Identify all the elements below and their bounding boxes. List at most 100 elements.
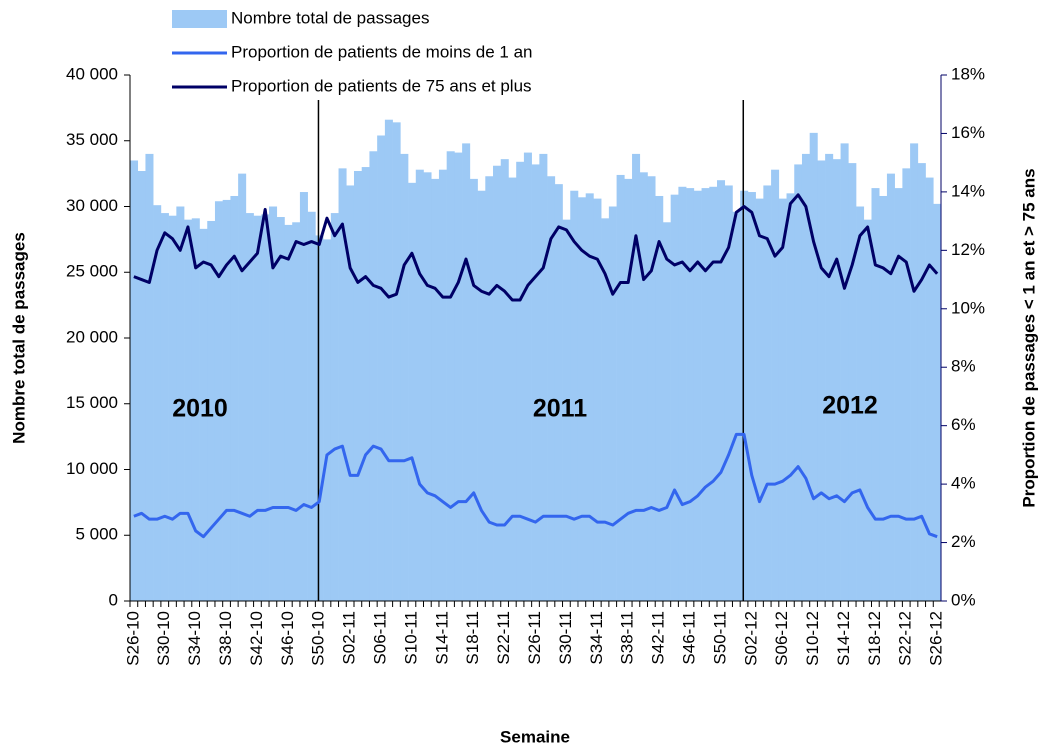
bar <box>755 198 764 602</box>
bar <box>570 190 579 601</box>
bar <box>678 186 687 601</box>
x-tick-label: S38-10 <box>216 611 235 666</box>
x-axis-title: Semaine <box>500 727 570 746</box>
legend-label: Proportion de patients de 75 ans et plus <box>231 76 532 95</box>
bar <box>307 211 316 601</box>
y2-tick-label: 6% <box>951 415 976 434</box>
bar <box>477 190 486 601</box>
bar <box>686 188 695 601</box>
bar <box>662 222 671 601</box>
x-tick-label: S34-10 <box>185 611 204 666</box>
bar <box>408 182 417 601</box>
bar <box>269 206 278 601</box>
bar <box>469 178 478 601</box>
bar <box>840 143 849 601</box>
bar <box>415 169 424 601</box>
bar <box>531 164 540 602</box>
x-tick-label: S42-11 <box>649 611 668 665</box>
legend-label: Proportion de patients de moins de 1 an <box>231 42 532 61</box>
bar <box>191 218 200 601</box>
bar <box>400 153 409 601</box>
bar <box>276 217 285 601</box>
x-tick-label: S46-10 <box>278 611 297 666</box>
bar <box>485 176 494 601</box>
bar <box>817 160 826 601</box>
x-tick-label: S14-11 <box>432 611 451 665</box>
bar <box>879 195 888 602</box>
bar <box>732 211 741 601</box>
bar <box>353 170 363 601</box>
bar <box>384 119 393 602</box>
x-tick-label: S30-11 <box>556 611 575 665</box>
bar <box>438 169 447 601</box>
bar <box>454 152 463 601</box>
y2-tick-label: 14% <box>951 181 985 200</box>
year-label: 2010 <box>172 395 228 423</box>
bar <box>547 176 556 601</box>
y-tick-label: 30 000 <box>66 196 118 215</box>
y-tick-label: 20 000 <box>66 327 118 346</box>
bar <box>523 152 532 601</box>
x-tick-label: S06-12 <box>772 611 791 666</box>
bar <box>137 170 146 601</box>
bar <box>593 198 602 602</box>
bar <box>377 135 386 602</box>
y2-tick-label: 0% <box>951 590 976 609</box>
x-tick-label: S26-10 <box>123 611 142 666</box>
bar <box>245 213 254 601</box>
bar <box>863 219 872 601</box>
y-tick-label: 35 000 <box>66 130 118 149</box>
bar <box>786 193 795 601</box>
bar <box>516 161 525 602</box>
bar <box>315 235 324 601</box>
bar <box>145 153 154 601</box>
x-tick-label: S30-10 <box>154 611 173 666</box>
bar <box>253 215 262 601</box>
bar <box>168 215 177 601</box>
legend-swatch <box>172 10 227 28</box>
bar <box>709 186 718 601</box>
y2-tick-label: 12% <box>951 240 985 259</box>
bar <box>740 190 749 601</box>
bar <box>184 219 193 601</box>
bar <box>655 195 664 602</box>
y-tick-label: 40 000 <box>66 64 118 83</box>
bar <box>176 206 185 601</box>
bar <box>670 194 679 602</box>
x-tick-label: S02-12 <box>741 611 760 666</box>
bar <box>894 188 903 601</box>
x-tick-label: S26-11 <box>525 611 544 665</box>
bar <box>431 178 440 601</box>
x-tick-label: S42-10 <box>247 611 266 666</box>
bar <box>608 206 617 601</box>
bar <box>639 172 648 601</box>
bar <box>160 213 169 601</box>
bar <box>230 195 239 602</box>
y-tick-label: 10 000 <box>66 459 118 478</box>
bar <box>554 184 563 601</box>
bar <box>493 165 502 602</box>
x-tick-label: S10-11 <box>401 611 420 665</box>
bar <box>910 143 919 601</box>
bar <box>902 168 911 602</box>
x-tick-label: S26-12 <box>927 611 946 666</box>
x-tick-label: S18-12 <box>865 611 884 666</box>
bar <box>238 173 247 601</box>
bar <box>392 122 401 601</box>
bar <box>856 206 865 601</box>
bar <box>323 239 332 601</box>
bar <box>338 168 347 602</box>
x-tick-label: S38-11 <box>618 611 637 665</box>
bar <box>616 174 625 601</box>
bar <box>369 151 378 601</box>
x-tick-label: S14-12 <box>834 611 853 666</box>
bar <box>701 188 710 601</box>
bar <box>647 176 656 601</box>
x-tick-label: S34-11 <box>587 611 606 665</box>
bar <box>508 177 517 601</box>
bar <box>500 159 509 601</box>
bar <box>214 201 223 602</box>
line <box>133 432 938 539</box>
x-tick-label: S06-11 <box>371 611 390 665</box>
